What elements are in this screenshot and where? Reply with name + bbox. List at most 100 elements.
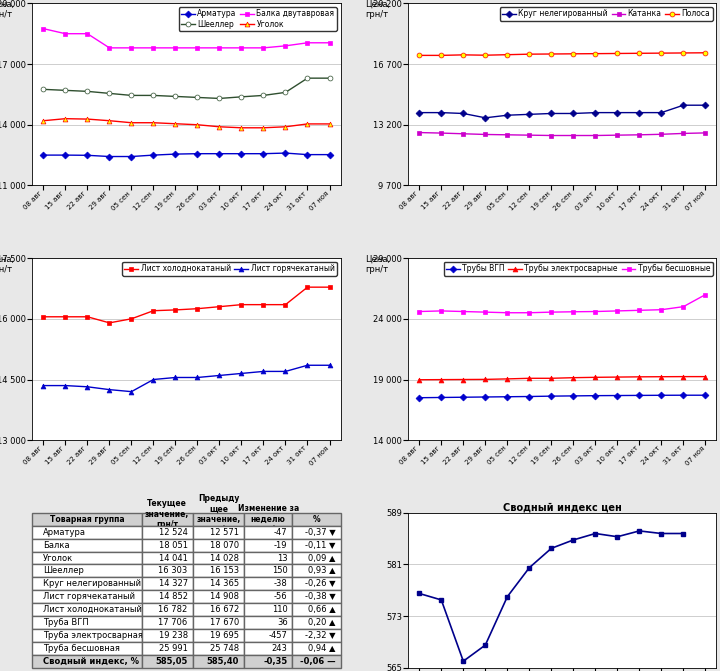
Line: Балка двутавровая: Балка двутавровая xyxy=(41,26,332,50)
Уголок xyxy=(171,119,180,127)
Трубы электросварные xyxy=(481,375,490,383)
Лист холоднокатаный xyxy=(215,303,224,311)
Трубы бесшовные xyxy=(679,303,688,311)
Legend: Лист холоднокатаный, Лист горячекатаный: Лист холоднокатаный, Лист горячекатаный xyxy=(122,262,337,276)
Шееллер xyxy=(105,89,114,97)
Круг нелегированный xyxy=(525,110,534,118)
Балка двутавровая xyxy=(83,30,91,38)
Катанка xyxy=(525,131,534,139)
Шееллер xyxy=(303,74,312,82)
Катанка xyxy=(569,132,577,140)
Балка двутавровая xyxy=(105,44,114,52)
Уголок xyxy=(325,120,334,128)
Лист холоднокатаный xyxy=(193,305,202,313)
Катанка xyxy=(415,129,423,137)
Шееллер xyxy=(215,95,224,103)
Балка двутавровая xyxy=(171,44,180,52)
Арматура xyxy=(193,150,202,158)
Катанка xyxy=(613,131,621,139)
Полоса xyxy=(481,51,490,59)
Полоса xyxy=(701,49,710,57)
Арматура xyxy=(61,151,70,159)
Трубы ВГП xyxy=(701,391,710,399)
Трубы электросварные xyxy=(701,372,710,380)
Арматура xyxy=(237,150,246,158)
Лист холоднокатаный xyxy=(149,307,158,315)
Y-axis label: Цена,
грн/т: Цена, грн/т xyxy=(365,254,390,274)
Круг нелегированный xyxy=(613,109,621,117)
Трубы электросварные xyxy=(613,373,621,381)
Уголок xyxy=(39,117,48,125)
Лист холоднокатаный xyxy=(237,301,246,309)
Балка двутавровая xyxy=(149,44,158,52)
Катанка xyxy=(459,130,467,138)
Круг нелегированный xyxy=(503,111,512,119)
Арматура xyxy=(171,150,180,158)
Трубы электросварные xyxy=(415,376,423,384)
Лист горячекатаный xyxy=(61,382,70,390)
Лист горячекатаный xyxy=(193,374,202,382)
Балка двутавровая xyxy=(237,44,246,52)
Уголок xyxy=(282,123,290,131)
Трубы бесшовные xyxy=(481,308,490,316)
Балка двутавровая xyxy=(215,44,224,52)
Шееллер xyxy=(259,91,268,99)
Line: Шееллер: Шееллер xyxy=(41,76,332,101)
Трубы бесшовные xyxy=(701,291,710,299)
Круг нелегированный xyxy=(657,109,666,117)
Трубы ВГП xyxy=(569,392,577,400)
Трубы бесшовные xyxy=(547,308,556,316)
Шееллер xyxy=(193,93,202,101)
Уголок xyxy=(259,123,268,132)
Шееллер xyxy=(171,93,180,101)
Круг нелегированный xyxy=(481,114,490,122)
Лист горячекатаный xyxy=(171,374,180,382)
Арматура xyxy=(105,152,114,160)
Шееллер xyxy=(149,91,158,99)
Круг нелегированный xyxy=(679,101,688,109)
Y-axis label: Цена,
грн/т: Цена, грн/т xyxy=(0,0,14,19)
Арматура xyxy=(282,149,290,157)
Лист холоднокатаный xyxy=(259,301,268,309)
Балка двутавровая xyxy=(39,25,48,33)
Полоса xyxy=(679,49,688,57)
Арматура xyxy=(303,150,312,158)
Арматура xyxy=(127,152,136,160)
Полоса xyxy=(569,50,577,58)
Title: Сводный индекс цен: Сводный индекс цен xyxy=(503,502,622,512)
Лист холоднокатаный xyxy=(127,315,136,323)
Трубы ВГП xyxy=(613,391,621,399)
Трубы бесшовные xyxy=(437,307,446,315)
Шееллер xyxy=(61,87,70,95)
Полоса xyxy=(657,49,666,57)
Трубы бесшовные xyxy=(459,307,467,315)
Полоса xyxy=(525,50,534,58)
Line: Уголок: Уголок xyxy=(41,116,332,130)
Трубы электросварные xyxy=(503,375,512,383)
Катанка xyxy=(481,130,490,138)
Шееллер xyxy=(237,93,246,101)
Трубы электросварные xyxy=(437,376,446,384)
Катанка xyxy=(635,131,644,139)
Трубы бесшовные xyxy=(415,307,423,315)
Line: Лист горячекатаный: Лист горячекатаный xyxy=(41,363,332,394)
Катанка xyxy=(503,131,512,139)
Трубы бесшовные xyxy=(613,307,621,315)
Арматура xyxy=(149,151,158,159)
Line: Арматура: Арматура xyxy=(41,151,332,159)
Круг нелегированный xyxy=(459,109,467,117)
Уголок xyxy=(61,115,70,123)
Лист горячекатаный xyxy=(39,382,48,390)
Лист горячекатаный xyxy=(127,388,136,396)
Трубы ВГП xyxy=(591,392,600,400)
Трубы бесшовные xyxy=(525,309,534,317)
Катанка xyxy=(437,129,446,137)
Балка двутавровая xyxy=(282,42,290,50)
Трубы ВГП xyxy=(437,393,446,401)
Legend: Трубы ВГП, Трубы электросварные, Трубы бесшовные: Трубы ВГП, Трубы электросварные, Трубы б… xyxy=(444,262,713,276)
Катанка xyxy=(547,132,556,140)
Балка двутавровая xyxy=(325,39,334,47)
Лист горячекатаный xyxy=(215,372,224,380)
Полоса xyxy=(437,52,446,60)
Трубы электросварные xyxy=(679,372,688,380)
